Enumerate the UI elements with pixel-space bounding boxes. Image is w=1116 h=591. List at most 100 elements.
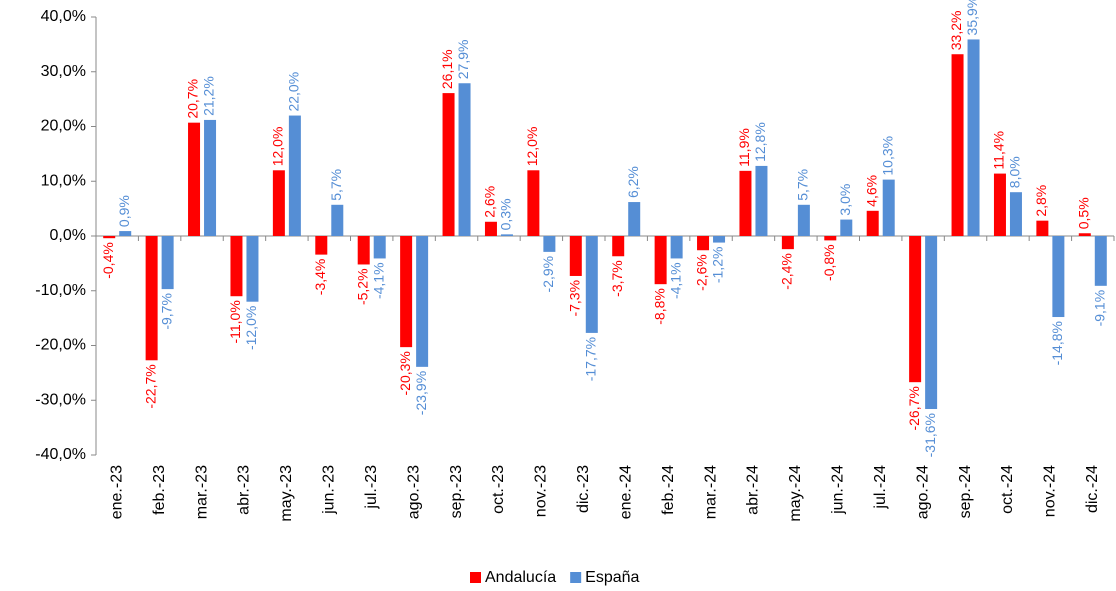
data-label: 4,6% — [863, 175, 879, 207]
x-tick-label: oct.-23 — [490, 465, 507, 514]
bar — [543, 236, 556, 252]
x-tick-label: nov.-24 — [1042, 465, 1059, 517]
bar — [993, 173, 1006, 236]
x-tick-label: sep.-24 — [957, 465, 974, 518]
data-label: -23,9% — [413, 371, 429, 415]
data-label: -20,3% — [397, 351, 413, 395]
data-label: -3,4% — [312, 259, 328, 296]
bar — [373, 236, 386, 259]
bar — [670, 236, 683, 259]
legend-swatch — [570, 572, 582, 583]
data-label: 33,2% — [948, 11, 964, 51]
x-tick-label: jul.-23 — [363, 465, 380, 510]
y-tick-label: -10,0% — [35, 282, 86, 299]
data-label: -9,1% — [1091, 290, 1107, 327]
bar — [781, 236, 794, 250]
bar — [739, 170, 752, 236]
bar — [628, 202, 641, 236]
data-label: 6,2% — [625, 166, 641, 198]
data-label: -0,4% — [100, 242, 116, 279]
bar — [230, 236, 243, 297]
data-label: 12,0% — [524, 127, 540, 167]
bar — [951, 54, 964, 237]
data-label: -1,2% — [710, 247, 726, 284]
bar — [500, 234, 513, 236]
legend-label: España — [585, 569, 639, 586]
x-tick-label: oct.-24 — [999, 465, 1016, 514]
bar — [866, 210, 879, 236]
bar — [103, 236, 116, 239]
y-tick-label: 0,0% — [50, 227, 86, 244]
bar — [882, 179, 895, 236]
x-tick-label: abr.-24 — [745, 465, 762, 515]
legend-swatch — [470, 572, 481, 583]
bar — [697, 236, 710, 251]
bar — [188, 122, 201, 236]
bar — [272, 170, 285, 236]
data-label: -0,8% — [821, 244, 837, 281]
data-label: -4,1% — [370, 262, 386, 299]
bar — [569, 236, 582, 276]
data-label: 12,0% — [270, 127, 286, 167]
bar — [416, 236, 429, 367]
y-tick-label: -30,0% — [35, 391, 86, 408]
x-tick-label: feb.-23 — [151, 465, 168, 515]
data-label: 5,7% — [328, 169, 344, 201]
data-label: -12,0% — [243, 306, 259, 350]
data-label: 0,9% — [116, 195, 132, 227]
bar — [315, 236, 328, 255]
data-label: 26,1% — [439, 49, 455, 89]
x-tick-label: mar.-24 — [702, 465, 719, 519]
bar — [1052, 236, 1065, 318]
y-tick-label: 20,0% — [41, 118, 86, 135]
bar — [1078, 233, 1091, 236]
data-label: 0,5% — [1075, 197, 1091, 229]
x-tick-label: may.-23 — [278, 465, 295, 522]
bar — [119, 231, 132, 236]
data-label: -5,2% — [354, 268, 370, 305]
bar — [484, 221, 497, 236]
bar — [1009, 192, 1022, 236]
data-label: -31,6% — [922, 413, 938, 457]
bar — [331, 204, 344, 236]
bar — [400, 236, 413, 348]
x-tick-label: feb.-24 — [660, 465, 677, 515]
legend-label: Andalucía — [485, 569, 556, 586]
x-tick-label: may.-24 — [787, 465, 804, 522]
data-label: 11,4% — [991, 131, 1007, 170]
data-label: -26,7% — [906, 386, 922, 430]
data-label: -2,4% — [779, 253, 795, 290]
data-label: -22,7% — [142, 364, 158, 408]
bar — [527, 170, 540, 236]
y-tick-label: 40,0% — [41, 8, 86, 25]
data-label: -4,1% — [667, 262, 683, 299]
data-label: 10,3% — [879, 136, 895, 176]
bar — [612, 236, 625, 257]
data-label: -9,7% — [158, 293, 174, 330]
data-label: 3,0% — [837, 184, 853, 216]
data-label: -14,8% — [1049, 321, 1065, 365]
x-tick-label: ago.-23 — [405, 465, 422, 519]
data-label: -11,0% — [227, 300, 243, 343]
data-label: 21,2% — [201, 76, 217, 116]
x-tick-label: sep.-23 — [448, 465, 465, 518]
y-tick-label: 10,0% — [41, 172, 86, 189]
bar — [824, 236, 837, 241]
bar — [145, 236, 158, 361]
bar — [840, 219, 853, 236]
bar — [967, 39, 980, 237]
x-tick-label: dic.-23 — [575, 465, 592, 513]
bar — [288, 115, 301, 236]
x-tick-label: jun.-23 — [321, 465, 338, 515]
data-label: 8,0% — [1007, 156, 1023, 188]
data-label: -8,8% — [651, 288, 667, 325]
bar — [797, 204, 810, 236]
data-label: 11,9% — [736, 128, 752, 167]
data-label: 22,0% — [286, 72, 302, 112]
bar — [1036, 220, 1049, 236]
data-label: -7,3% — [566, 280, 582, 317]
bar — [654, 236, 667, 285]
bar — [458, 83, 471, 236]
data-label: 35,9% — [964, 0, 980, 35]
